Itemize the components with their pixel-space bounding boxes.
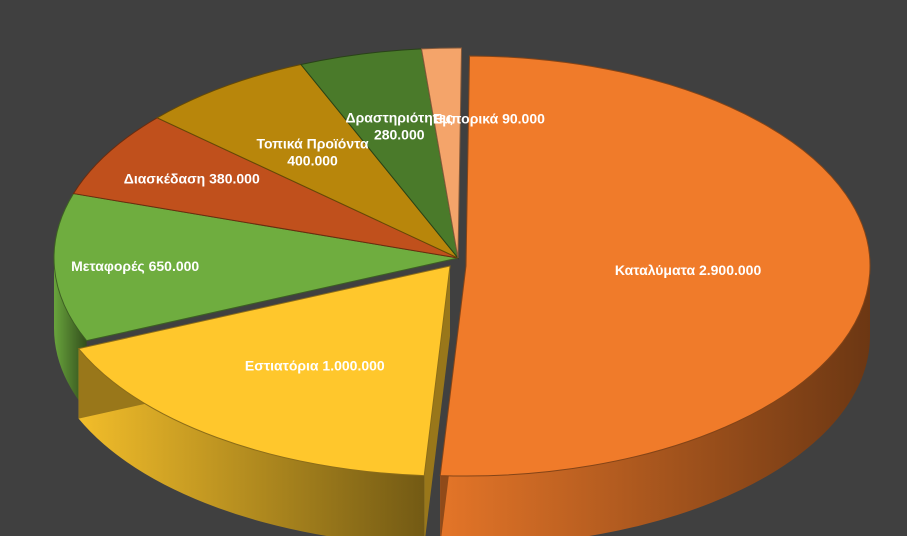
slice-label-0: Καταλύματα 2.900.000	[615, 262, 762, 278]
slice-label-line-3-0: Διασκέδαση 380.000	[124, 171, 260, 187]
slice-label-2: Μεταφορές 650.000	[71, 258, 199, 274]
pie-slice-side-1	[78, 348, 425, 536]
pie-slice-0	[439, 55, 871, 477]
slice-label-1: Εστιατόρια 1.000.000	[245, 357, 385, 373]
slice-label-line-2-0: Μεταφορές 650.000	[71, 258, 199, 274]
slice-label-line-4-0: Τοπικά Προϊόντα	[256, 136, 369, 152]
pie-slice-1	[77, 265, 451, 477]
pie-slice-side-2	[54, 258, 87, 411]
slice-label-line-0-0: Καταλύματα 2.900.000	[615, 262, 762, 278]
slice-label-4: Τοπικά Προϊόντα 400.000	[256, 136, 369, 169]
pie-slice-4	[156, 63, 459, 259]
slice-label-3: Διασκέδαση 380.000	[124, 171, 260, 187]
pie-slice-2	[53, 193, 459, 342]
slice-label-line-6-0: Εμπορικά 90.000	[433, 111, 545, 127]
slice-label-6: Εμπορικά 90.000	[433, 111, 545, 127]
pie-labels: Καταλύματα 2.900.000 Εστιατόρια 1.000.000…	[71, 109, 761, 373]
slice-label-line-5-1: 280.000	[374, 126, 425, 142]
pie-tops	[53, 47, 871, 477]
slice-label-5: Δραστηριότητες 280.000	[346, 109, 453, 142]
slice-label-line-5-0: Δραστηριότητες	[346, 109, 453, 125]
slice-label-line-4-1: 400.000	[287, 153, 338, 169]
slice-label-line-1-0: Εστιατόρια 1.000.000	[245, 357, 385, 373]
pie-slice-6	[420, 47, 463, 259]
pie-slice-3	[72, 117, 459, 259]
pie-slice-side-0	[440, 266, 870, 536]
